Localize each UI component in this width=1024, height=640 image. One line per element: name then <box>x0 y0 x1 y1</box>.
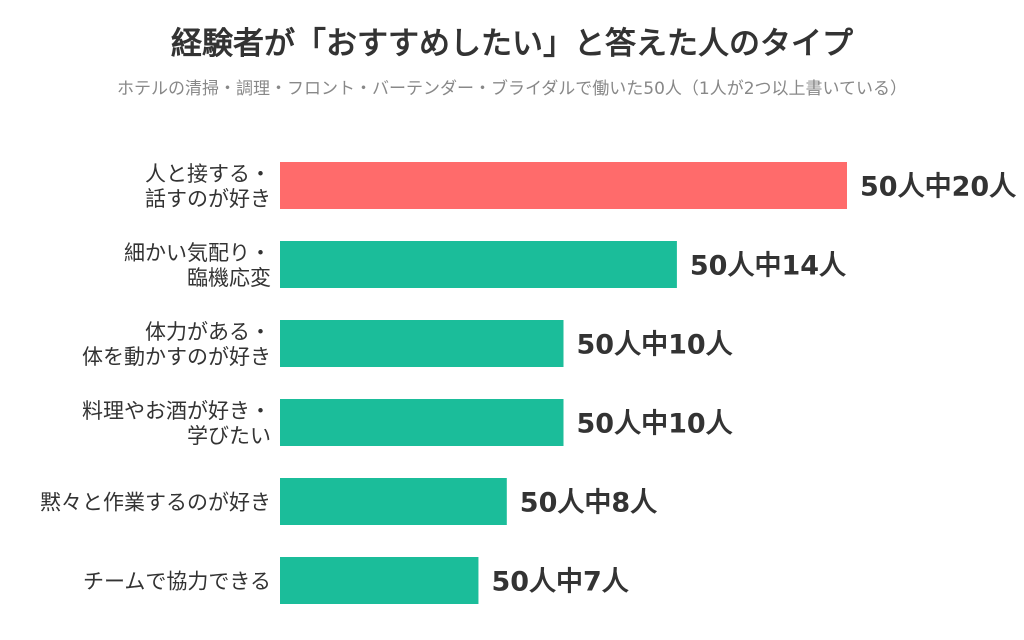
category-label-line: 体力がある・ <box>145 320 271 344</box>
bar-1 <box>280 241 677 288</box>
value-label-1: 50人中14人 <box>690 251 846 282</box>
bar-3 <box>280 399 564 446</box>
bar-5 <box>280 557 479 604</box>
category-label-4: 黙々と作業するのが好き <box>40 491 271 515</box>
value-label-3: 50人中10人 <box>577 409 733 440</box>
category-label-line: 人と接する・ <box>145 162 271 186</box>
category-label-line: 細かい気配り・ <box>124 241 271 265</box>
chart-title: 経験者が「おすすめしたい」と答えた人のタイプ <box>171 26 853 62</box>
category-label-2: 体力がある・体を動かすのが好き <box>82 320 271 369</box>
category-label-1: 細かい気配り・臨機応変 <box>124 241 271 290</box>
category-label-line: 学びたい <box>187 424 271 448</box>
category-label-line: 料理やお酒が好き・ <box>82 399 271 423</box>
category-label-5: チームで協力できる <box>83 570 271 594</box>
bar-4 <box>280 478 507 525</box>
category-label-line: 黙々と作業するのが好き <box>40 491 271 515</box>
bar-2 <box>280 320 564 367</box>
category-label-line: チームで協力できる <box>83 570 271 594</box>
value-label-0: 50人中20人 <box>860 172 1016 203</box>
bar-0 <box>280 162 847 209</box>
category-label-0: 人と接する・話すのが好き <box>145 162 271 211</box>
category-label-line: 話すのが好き <box>145 187 271 211</box>
category-label-line: 臨機応変 <box>187 266 271 290</box>
value-label-2: 50人中10人 <box>577 330 733 361</box>
category-label-line: 体を動かすのが好き <box>82 345 271 369</box>
chart-subtitle: ホテルの清掃・調理・フロント・バーテンダー・ブライダルで働いた50人（1人が2つ… <box>116 79 908 99</box>
value-label-4: 50人中8人 <box>520 488 657 519</box>
value-label-5: 50人中7人 <box>491 567 628 598</box>
category-label-3: 料理やお酒が好き・学びたい <box>82 399 271 448</box>
